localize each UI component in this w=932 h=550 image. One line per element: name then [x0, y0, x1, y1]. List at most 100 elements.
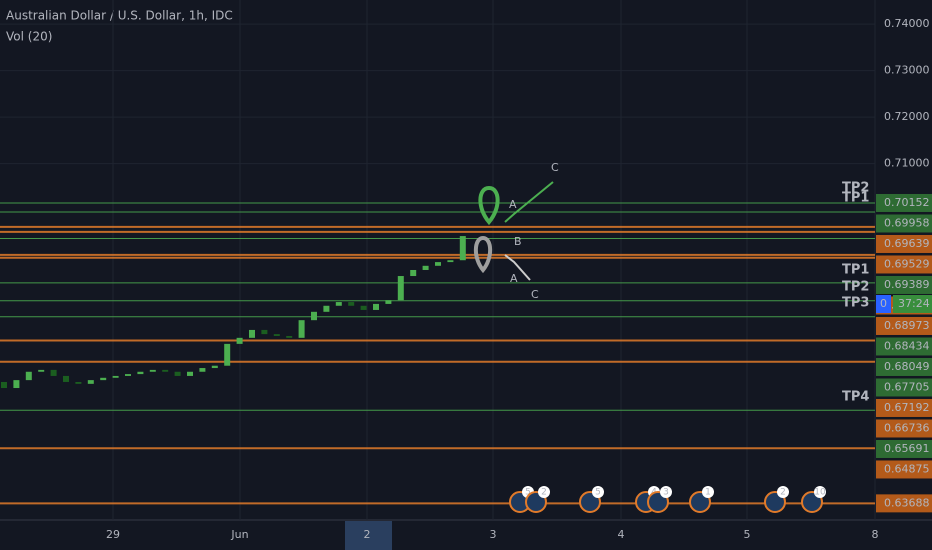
time-label: 8 [872, 528, 879, 541]
time-label: 2 [364, 528, 371, 541]
event-badge [538, 486, 550, 498]
candle-body [137, 371, 144, 375]
level-tag [876, 357, 932, 376]
level-tag [876, 193, 932, 212]
y-tick-label: 0.72000 [884, 110, 930, 123]
level-label: 0.68973 [884, 319, 930, 332]
event-badge [592, 486, 604, 498]
level-tag [876, 255, 932, 274]
level-tag [876, 214, 932, 233]
level-label: 0.68049 [884, 360, 930, 373]
level-label: 0.69958 [884, 216, 930, 229]
candle-body [373, 303, 379, 310]
candle-body [447, 260, 454, 263]
candle-body [112, 375, 119, 378]
target-label: TP2 [842, 280, 869, 295]
candle-body [63, 375, 69, 382]
candle-body [360, 305, 367, 310]
event-badge [702, 486, 714, 498]
candle-body [397, 276, 404, 301]
level-label: 0.64875 [884, 462, 930, 475]
pattern-down [504, 254, 531, 281]
level-label: 0.66736 [884, 421, 930, 434]
candle-body [335, 302, 342, 306]
y-tick-label: 0.74000 [884, 17, 930, 30]
candle-body [385, 300, 392, 304]
level-label: 0.69529 [884, 257, 930, 270]
event-count: 10 [814, 488, 826, 498]
event-badge [660, 486, 672, 498]
candle-body [286, 335, 293, 338]
time-label: 5 [744, 528, 751, 541]
candle-body [211, 365, 218, 369]
event-count: 2 [541, 488, 547, 498]
level-tag [876, 337, 932, 356]
marker-green [478, 185, 500, 226]
candle-body [459, 236, 466, 261]
annotation: B [514, 235, 522, 248]
symbol-title: Australian Dollar / U.S. Dollar, 1h, IDC [6, 9, 233, 23]
candle-body [162, 369, 169, 372]
level-label: 0.63688 [884, 496, 930, 509]
candle-body [174, 371, 181, 376]
event-badge [814, 486, 826, 498]
candle-body [87, 380, 94, 384]
time-label: 29 [106, 528, 120, 541]
candle-body [50, 369, 57, 376]
indicator-label: Vol (20) [6, 30, 52, 44]
time-label: 4 [618, 528, 625, 541]
candle-body [199, 368, 206, 372]
level-tag [876, 439, 932, 458]
countdown-label: 37:24 [898, 297, 930, 310]
candle-body [236, 337, 243, 344]
annotation: C [551, 161, 559, 174]
level-label: 0.69389 [884, 278, 930, 291]
event-count: 3 [663, 488, 669, 498]
candle-body [75, 381, 82, 384]
y-tick-label: 0.71000 [884, 157, 930, 170]
level-tag [876, 419, 932, 438]
level-label: 0.69639 [884, 237, 930, 250]
candle-body [38, 369, 45, 372]
level-label: 0.65691 [884, 442, 930, 455]
time-highlight [345, 521, 392, 550]
level-label: 0.67192 [884, 401, 930, 414]
candle-body [273, 334, 280, 336]
candle-body [298, 320, 305, 338]
level-label: 0.67705 [884, 380, 930, 393]
level-tag [876, 316, 932, 335]
level-tag [876, 460, 932, 479]
candle-body [348, 302, 355, 306]
annotation: C [531, 288, 539, 301]
y-tick-label: 0.73000 [884, 64, 930, 77]
candle-body [149, 369, 156, 372]
candle-body [100, 377, 107, 381]
target-label: TP3 [842, 296, 869, 311]
candle-body [261, 329, 268, 335]
target-label: TP2 [842, 181, 869, 196]
candle-body [410, 269, 417, 277]
candle-body [13, 380, 20, 389]
candle-body [435, 262, 441, 266]
level-tag [876, 378, 932, 397]
event-count: 1 [705, 488, 711, 498]
event-count: 5 [525, 488, 531, 498]
candle-body [125, 374, 131, 376]
candle-body [323, 305, 330, 312]
marker-gray [473, 235, 493, 274]
pattern-up [504, 181, 554, 223]
candle-body [311, 311, 317, 321]
event-count: 5 [595, 488, 601, 498]
current-label: 0 [880, 297, 887, 310]
level-label: 0.68434 [884, 339, 930, 352]
level-label: 0.70152 [884, 196, 930, 209]
annotation: A [510, 272, 518, 285]
event-count: 2 [780, 488, 786, 498]
target-label: TP1 [842, 191, 869, 206]
candle-body [25, 371, 32, 381]
candle-body [187, 371, 193, 376]
level-tag [876, 398, 932, 417]
candle-body [249, 329, 255, 338]
